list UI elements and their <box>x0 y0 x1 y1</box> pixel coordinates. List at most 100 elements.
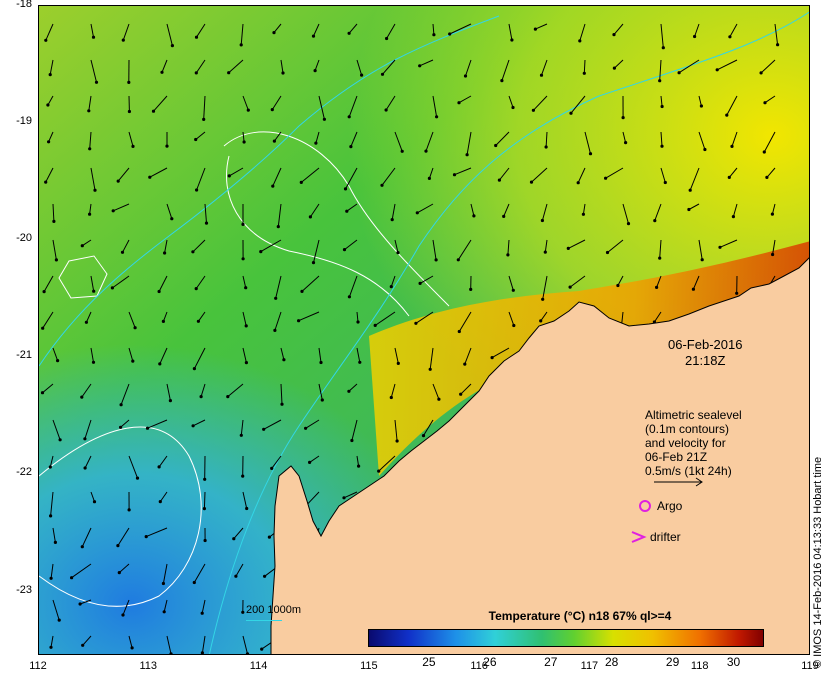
velocity-arrow-head <box>87 109 91 113</box>
velocity-arrow <box>343 491 358 499</box>
velocity-arrow-head <box>319 360 323 365</box>
velocity-arrow-head <box>194 35 199 39</box>
sst-map <box>38 5 810 655</box>
velocity-arrow <box>159 347 168 365</box>
velocity-arrow-head <box>582 71 586 75</box>
lat-tick-label: -22 <box>16 466 32 479</box>
velocity-arrow <box>503 203 510 217</box>
velocity-arrow-head <box>300 289 304 293</box>
velocity-arrow-head <box>576 181 580 185</box>
velocity-arrow <box>345 167 358 190</box>
velocity-arrow <box>656 275 662 288</box>
sealevel-contour <box>223 131 450 307</box>
velocity-arrow <box>507 239 510 255</box>
velocity-arrow <box>544 239 548 253</box>
land-mass <box>270 257 809 654</box>
velocity-arrow-head <box>658 79 662 83</box>
velocity-arrow-head <box>389 395 393 400</box>
velocity-arrow-head <box>728 35 732 39</box>
velocity-arrow <box>428 167 434 179</box>
velocity-arrow <box>499 167 510 181</box>
velocity-arrow <box>196 23 206 38</box>
velocity-arrow-head <box>263 574 267 578</box>
timestamp-date: 06-Feb-2016 <box>668 337 743 352</box>
colorbar-tick-label: 29 <box>665 655 680 669</box>
lat-tick-label: -20 <box>16 232 32 245</box>
velocity-arrow <box>491 347 510 359</box>
velocity-arrow <box>729 23 738 38</box>
velocity-arrow-head <box>457 329 461 334</box>
argo-label: Argo <box>657 499 683 513</box>
velocity-arrow <box>84 455 92 469</box>
velocity-arrow <box>394 131 403 152</box>
velocity-arrow-head <box>226 395 230 399</box>
velocity-arrow-head <box>239 433 243 437</box>
velocity-arrow <box>541 203 548 221</box>
velocity-arrow <box>309 455 320 463</box>
velocity-arrow <box>314 59 320 71</box>
sealevel-contour <box>226 155 410 317</box>
velocity-arrow-head <box>151 109 156 113</box>
velocity-arrow-head <box>428 367 432 371</box>
velocity-arrow-head <box>421 434 426 438</box>
velocity-arrow-head <box>347 31 351 35</box>
colorbar-tick-label: 27 <box>544 655 558 669</box>
velocity-arrow-head <box>435 115 439 119</box>
velocity-arrow-head <box>93 188 97 192</box>
velocity-arrow-head <box>227 71 231 75</box>
velocity-arrow <box>163 599 168 612</box>
velocity-arrow-head <box>418 64 422 68</box>
velocity-arrow <box>52 239 57 260</box>
velocity-arrow-head <box>273 328 277 332</box>
velocity-arrow-head <box>395 439 399 443</box>
velocity-arrow <box>653 311 662 323</box>
velocity-arrow <box>394 347 399 364</box>
velocity-arrow <box>568 239 586 249</box>
velocity-arrow <box>197 311 206 322</box>
velocity-arrow-head <box>170 217 174 221</box>
velocity-arrow-head <box>42 290 46 294</box>
velocity-arrow-head <box>88 212 92 216</box>
velocity-arrow-head <box>160 70 164 74</box>
colorbar-tick-label: 25 <box>422 655 436 669</box>
velocity-arrow <box>728 167 738 178</box>
legend-line: 0.5m/s (1kt 24h) <box>645 464 732 478</box>
lon-tick-label: 113 <box>139 660 158 672</box>
lon-tick-label: 117 <box>580 660 599 672</box>
velocity-arrow <box>470 203 475 217</box>
velocity-arrow-head <box>727 175 731 179</box>
velocity-arrow-head <box>194 137 198 142</box>
velocity-arrow-head <box>612 66 617 70</box>
velocity-arrow <box>533 95 548 111</box>
velocity-arrow <box>313 23 320 37</box>
velocity-arrow <box>158 455 168 468</box>
velocity-arrow-head <box>457 101 461 105</box>
velocity-arrow-head <box>380 183 384 187</box>
velocity-arrow <box>716 59 738 71</box>
velocity-arrow <box>423 419 434 436</box>
velocity-arrow <box>242 311 247 327</box>
velocity-arrow-head <box>539 73 544 77</box>
velocity-arrow <box>614 59 624 69</box>
velocity-arrow-head <box>424 149 428 153</box>
velocity-arrow <box>771 203 776 215</box>
legend-line: 06-Feb 21Z <box>645 450 708 464</box>
velocity-arrow <box>50 491 54 516</box>
velocity-arrow-head <box>347 115 351 119</box>
velocity-arrow-head <box>541 297 545 301</box>
velocity-arrow <box>192 239 206 253</box>
velocity-arrow-head <box>512 323 516 328</box>
velocity-arrow-head <box>459 392 463 396</box>
velocity-arrow-head <box>56 359 60 363</box>
velocity-arrow <box>458 311 472 332</box>
velocity-arrow-head <box>604 176 608 180</box>
velocity-arrow-head <box>356 320 360 324</box>
velocity-arrow-head <box>270 108 274 112</box>
velocity-arrow <box>508 275 514 291</box>
velocity-arrow <box>242 275 247 288</box>
velocity-arrow-head <box>529 180 534 184</box>
velocity-arrow-head <box>121 613 125 617</box>
velocity-arrow-head <box>731 215 736 219</box>
velocity-arrow <box>356 59 363 76</box>
velocity-arrow-head <box>170 44 174 48</box>
